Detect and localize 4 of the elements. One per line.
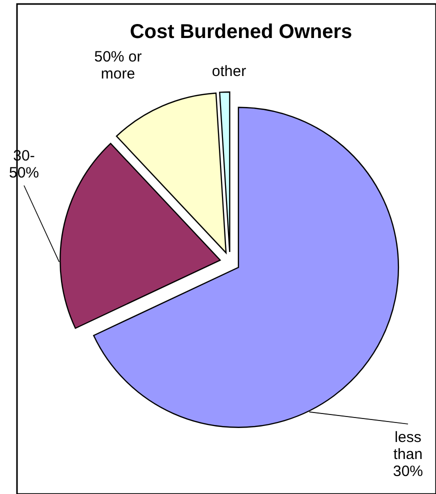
chart-title: Cost Burdened Owners (130, 21, 352, 43)
slice-label: 50% or more (94, 48, 142, 82)
slice-label: less than 30% (392, 428, 424, 480)
slice-label: other (212, 62, 246, 80)
